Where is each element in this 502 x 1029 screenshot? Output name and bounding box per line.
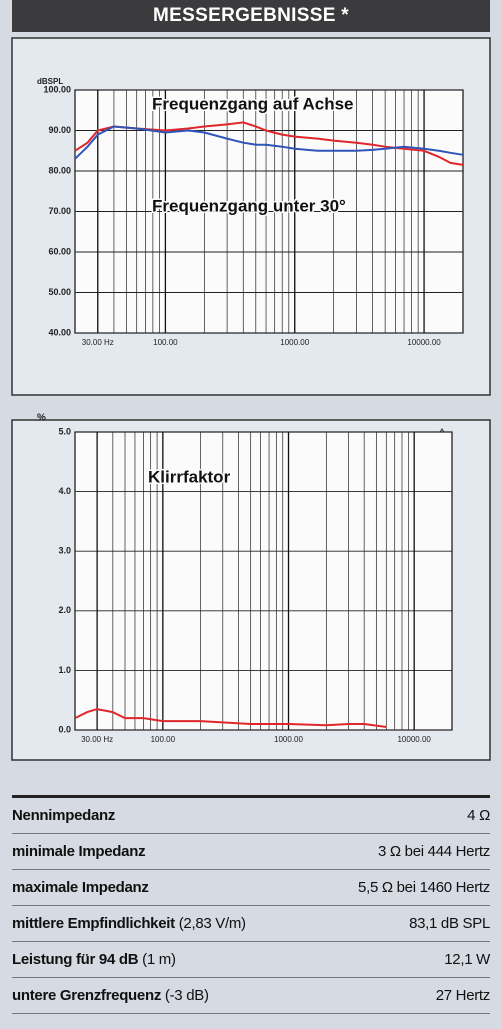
table-row: Leistung für 94 dB (1 m) 12,1 W <box>12 942 490 978</box>
table-row: maximale Impedanz 5,5 Ω bei 1460 Hertz <box>12 870 490 906</box>
row-value: 3 Ω bei 444 Hertz <box>377 843 490 860</box>
series-label: Frequenzgang unter 30° <box>152 196 346 215</box>
row-label: mittlere Empfindlichkeit <box>12 915 175 932</box>
y-tick-label: 90.00 <box>48 125 71 135</box>
y-unit-label: dBSPL <box>37 77 63 86</box>
row-value: 5,5 Ω bei 1460 Hertz <box>358 879 490 896</box>
x-tick-label: 100.00 <box>153 338 178 347</box>
row-label: minimale Impedanz <box>12 843 146 860</box>
row-label: untere Grenzfrequenz <box>12 987 162 1004</box>
y-tick-label: 40.00 <box>48 327 71 337</box>
row-value: 4 Ω <box>467 807 490 824</box>
table-row: Nennimpedanz 4 Ω <box>12 798 490 834</box>
charts: 40.00 50.00 60.00 70.00 80.00 90.00 100.00 30.0… <box>11 37 491 761</box>
x-tick-label: 100.00 <box>151 735 176 744</box>
row-label-group: Leistung für 94 dB (1 m) <box>12 951 176 968</box>
x-tick-label: 1000.00 <box>274 735 303 744</box>
y-tick-label: 80.00 <box>48 165 71 175</box>
row-note: (-3 dB) <box>164 987 209 1004</box>
y-tick-label: 5.0 <box>58 426 71 436</box>
y-tick-label: 50.00 <box>48 287 71 297</box>
header: MESSERGEBNISSE * <box>12 0 490 32</box>
results-table: Nennimpedanz 4 Ω minimale Impedanz 3 Ω bei … <box>12 795 490 1014</box>
row-label-group: maximale Impedanz <box>12 879 149 896</box>
y-tick-label: 70.00 <box>48 206 71 216</box>
row-value: 83,1 dB SPL <box>409 915 490 932</box>
x-tick-label: 10000.00 <box>397 735 431 744</box>
x-tick-label: 30.00 Hz <box>81 735 113 744</box>
row-label-group: untere Grenzfrequenz (-3 dB) <box>12 987 209 1004</box>
row-label: Leistung für 94 dB <box>12 951 139 968</box>
x-tick-label: 1000.00 <box>280 338 309 347</box>
y-tick-label: 0.0 <box>58 724 71 734</box>
row-value: 12,1 W <box>444 951 490 968</box>
row-label: Nennimpedanz <box>12 807 116 824</box>
y-tick-label: 1.0 <box>58 665 71 675</box>
plot-area <box>74 431 453 731</box>
series-label: Klirrfaktor <box>148 467 231 486</box>
row-label-group: minimale Impedanz <box>12 843 146 860</box>
y-tick-label: 3.0 <box>58 546 71 556</box>
y-tick-label: 100.00 <box>43 84 71 94</box>
row-label: maximale Impedanz <box>12 879 149 896</box>
y-tick-label: 4.0 <box>58 486 71 496</box>
series-line <box>74 708 387 728</box>
table-row: mittlere Empfindlichkeit (2,83 V/m) 83,1 … <box>12 906 490 942</box>
row-note: (1 m) <box>142 951 176 968</box>
row-label-group: mittlere Empfindlichkeit (2,83 V/m) <box>12 915 246 932</box>
row-label-group: Nennimpedanz <box>12 807 115 824</box>
table-row: minimale Impedanz 3 Ω bei 444 Hertz <box>12 834 490 870</box>
row-note: (2,83 V/m) <box>178 915 246 932</box>
row-value: 27 Hertz <box>435 987 491 1004</box>
y-unit-label: % <box>37 413 46 424</box>
y-tick-label: 60.00 <box>48 246 71 256</box>
y-tick-label: 2.0 <box>58 605 71 615</box>
series-label: Frequenzgang auf Achse <box>152 94 354 113</box>
series-line <box>74 125 464 160</box>
x-tick-label: 10000.00 <box>407 338 441 347</box>
table-row: untere Grenzfrequenz (-3 dB) 27 Hertz <box>12 978 490 1014</box>
x-tick-label: 30.00 Hz <box>82 338 114 347</box>
